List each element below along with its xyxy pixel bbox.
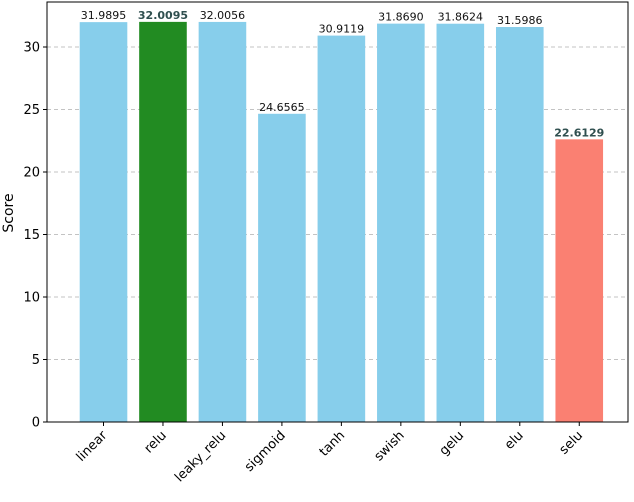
y-tick-label: 15 [23, 228, 40, 243]
bar-linear [79, 22, 128, 422]
x-tick-label-tanh: tanh [317, 428, 348, 459]
x-tick-label-sigmoid: sigmoid [242, 428, 289, 475]
x-tick-label-swish: swish [372, 428, 408, 464]
bar-relu [139, 21, 187, 422]
x-tick-label-selu: selu [557, 428, 586, 457]
bar-elu [495, 27, 544, 423]
bar-leaky_relu [198, 21, 247, 423]
x-tick-label-relu: relu [142, 428, 170, 456]
bars-layer [79, 21, 604, 423]
bar-sigmoid [258, 113, 306, 422]
y-tick-label: 30 [23, 41, 40, 56]
value-label-leaky_relu: 32.0056 [200, 9, 246, 22]
value-label-swish: 31.8690 [378, 11, 424, 24]
x-tick-label-leaky_relu: leaky_relu [172, 428, 229, 485]
value-label-tanh: 30.9119 [319, 23, 365, 36]
x-tick-label-gelu: gelu [437, 428, 467, 458]
value-label-gelu: 31.8624 [438, 11, 484, 24]
y-tick-label: 25 [23, 103, 40, 118]
y-tick-label: 20 [23, 166, 40, 181]
value-labels-layer: 31.9895 32.0095 32.0056 24.6565 30.9119 31.86… [81, 9, 605, 139]
bar-tanh [317, 35, 366, 422]
x-tick-label-linear: linear [74, 428, 111, 465]
value-label-relu: 32.0095 [138, 9, 188, 22]
bar-gelu [436, 23, 485, 422]
value-label-linear: 31.9895 [81, 9, 127, 22]
y-tick-label: 5 [32, 353, 40, 368]
value-label-selu: 22.6129 [554, 126, 604, 139]
plot-frame [46, 1, 629, 423]
x-tick-label-elu: elu [502, 428, 527, 453]
value-label-sigmoid: 24.6565 [259, 101, 305, 114]
y-tick-label: 10 [23, 291, 40, 306]
value-label-elu: 31.5986 [497, 14, 543, 27]
bar-swish [377, 23, 425, 422]
bar-selu [555, 139, 604, 422]
y-tick-label: 0 [32, 416, 40, 431]
y-axis-title: Score [1, 193, 17, 232]
